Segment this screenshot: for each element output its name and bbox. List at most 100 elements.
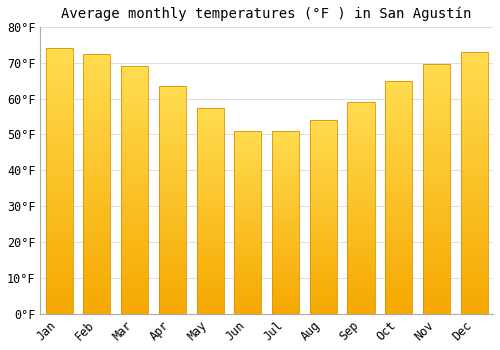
Bar xyxy=(84,272,110,275)
Bar xyxy=(272,312,299,314)
Bar xyxy=(348,214,374,217)
Bar xyxy=(159,170,186,173)
Bar xyxy=(46,264,73,266)
Bar xyxy=(272,210,299,211)
Bar xyxy=(423,169,450,172)
Bar xyxy=(310,221,337,223)
Bar xyxy=(46,162,73,165)
Bar xyxy=(460,306,488,309)
Bar xyxy=(460,131,488,133)
Bar xyxy=(423,296,450,299)
Bar xyxy=(196,157,224,159)
Bar xyxy=(84,194,110,197)
Bar xyxy=(460,175,488,178)
Bar xyxy=(121,180,148,183)
Bar xyxy=(159,102,186,104)
Bar xyxy=(348,295,374,297)
Bar xyxy=(84,290,110,293)
Bar xyxy=(234,277,262,279)
Bar xyxy=(234,233,262,235)
Bar xyxy=(234,184,262,186)
Bar xyxy=(196,291,224,293)
Bar xyxy=(272,307,299,308)
Bar xyxy=(196,163,224,165)
Bar xyxy=(84,288,110,290)
Bar xyxy=(234,230,262,231)
Bar xyxy=(234,140,262,142)
Bar xyxy=(423,261,450,264)
Bar xyxy=(121,66,148,69)
Bar xyxy=(84,158,110,160)
Bar xyxy=(121,79,148,81)
Bar xyxy=(385,279,412,281)
Bar xyxy=(310,149,337,151)
Bar xyxy=(234,241,262,243)
Bar xyxy=(84,166,110,168)
Bar xyxy=(272,305,299,307)
Bar xyxy=(121,284,148,287)
Bar xyxy=(310,147,337,149)
Bar xyxy=(234,144,262,146)
Bar xyxy=(348,240,374,242)
Bar xyxy=(84,72,110,75)
Bar xyxy=(84,228,110,231)
Bar xyxy=(310,163,337,164)
Bar xyxy=(385,92,412,95)
Bar xyxy=(84,176,110,178)
Bar xyxy=(234,173,262,175)
Bar xyxy=(84,265,110,267)
Bar xyxy=(310,188,337,190)
Bar xyxy=(460,288,488,290)
Bar xyxy=(84,301,110,303)
Bar xyxy=(84,56,110,59)
Bar xyxy=(46,136,73,139)
Bar xyxy=(310,176,337,178)
Bar xyxy=(423,109,450,112)
Bar xyxy=(460,149,488,152)
Bar xyxy=(159,204,186,207)
Bar xyxy=(121,234,148,237)
Bar xyxy=(385,202,412,204)
Bar xyxy=(460,86,488,89)
Bar xyxy=(159,298,186,300)
Bar xyxy=(460,186,488,188)
Bar xyxy=(196,298,224,300)
Bar xyxy=(348,297,374,299)
Bar xyxy=(84,309,110,311)
Bar xyxy=(121,304,148,307)
Bar xyxy=(272,239,299,241)
Bar xyxy=(272,237,299,239)
Bar xyxy=(84,134,110,137)
Bar xyxy=(310,271,337,273)
Bar xyxy=(159,109,186,111)
Bar xyxy=(159,275,186,278)
Bar xyxy=(272,186,299,188)
Bar xyxy=(423,189,450,192)
Bar xyxy=(196,250,224,252)
Bar xyxy=(84,298,110,301)
Bar xyxy=(121,245,148,247)
Bar xyxy=(272,253,299,255)
Bar xyxy=(310,283,337,285)
Bar xyxy=(121,173,148,175)
Bar xyxy=(460,122,488,125)
Bar xyxy=(348,106,374,108)
Bar xyxy=(423,84,450,87)
Bar xyxy=(121,230,148,232)
Bar xyxy=(272,262,299,265)
Bar xyxy=(272,151,299,153)
Bar xyxy=(348,145,374,147)
Bar xyxy=(310,265,337,267)
Bar xyxy=(460,178,488,180)
Bar xyxy=(385,225,412,228)
Bar xyxy=(196,151,224,153)
Bar xyxy=(272,213,299,215)
Bar xyxy=(196,223,224,225)
Bar xyxy=(46,110,73,112)
Bar xyxy=(385,172,412,174)
Bar xyxy=(196,300,224,301)
Bar xyxy=(196,221,224,223)
Bar xyxy=(423,206,450,209)
Bar xyxy=(159,195,186,198)
Bar xyxy=(84,103,110,106)
